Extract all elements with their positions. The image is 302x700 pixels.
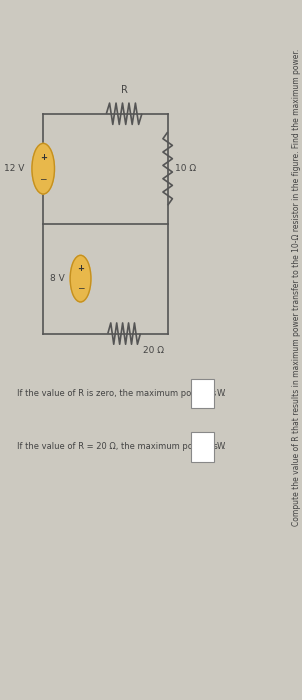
Text: −: −	[40, 174, 47, 183]
Text: 12 V: 12 V	[4, 164, 24, 173]
Text: W.: W.	[217, 389, 227, 398]
Text: −: −	[77, 284, 84, 293]
Text: 20 Ω: 20 Ω	[143, 346, 164, 355]
Bar	[191, 379, 214, 408]
Circle shape	[32, 144, 54, 194]
Text: If the value of R is zero, the maximum power is: If the value of R is zero, the maximum p…	[17, 389, 216, 398]
Text: 10 Ω: 10 Ω	[175, 164, 196, 173]
Text: 8 V: 8 V	[50, 274, 64, 283]
Circle shape	[70, 256, 91, 302]
Text: W.: W.	[217, 442, 227, 452]
Bar	[191, 432, 214, 461]
Text: If the value of R = 20 Ω, the maximum power is: If the value of R = 20 Ω, the maximum po…	[17, 442, 217, 452]
Text: +: +	[40, 153, 47, 162]
Text: R: R	[121, 85, 127, 95]
Text: +: +	[77, 264, 84, 272]
Text: Compute the value of R that results in maximum power transfer to the 10-Ω resist: Compute the value of R that results in m…	[292, 48, 301, 526]
